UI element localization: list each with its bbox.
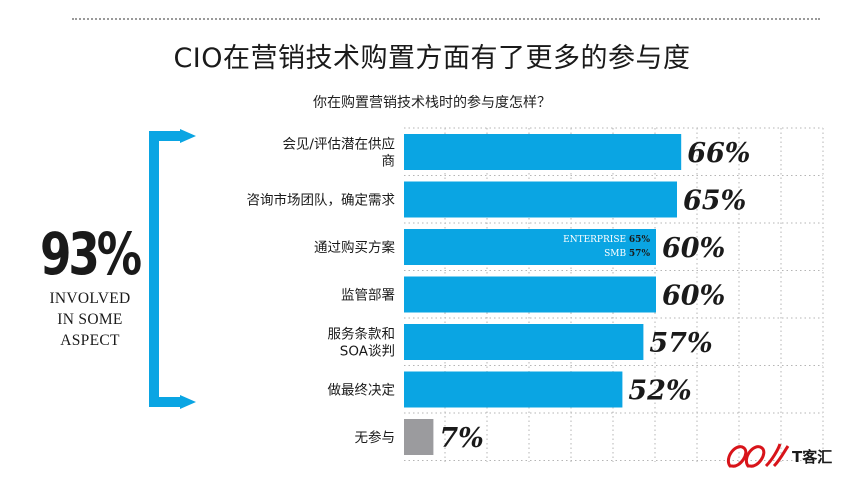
segment-value: 65% — [629, 235, 651, 245]
summary-label: INVOLVED IN SOME ASPECT — [20, 288, 160, 351]
bar — [404, 419, 434, 455]
chart-title: CIO在营销技术购置方面有了更多的参与度 — [173, 43, 691, 74]
category-label: 监管部署 — [341, 288, 395, 304]
category-label: 咨询市场团队，确定需求 — [247, 192, 396, 209]
brand-logo-text: T客汇 — [792, 448, 833, 466]
category-label: 无参与 — [355, 429, 396, 446]
segment-name: ENTERPRISE — [563, 235, 629, 245]
bar — [404, 181, 677, 218]
summary-label-line: INVOLVED — [49, 290, 131, 307]
bracket-arrow-icon — [180, 395, 196, 409]
bar — [404, 229, 656, 265]
value-label: 7% — [439, 423, 483, 454]
value-label: 65% — [683, 186, 746, 217]
value-label: 57% — [649, 328, 712, 359]
value-label: 66% — [687, 138, 750, 169]
top-dotted-rule — [72, 18, 820, 20]
summary-label-line: ASPECT — [60, 332, 120, 349]
bar — [404, 371, 623, 408]
value-label: 52% — [628, 376, 691, 407]
segment-annotation: ENTERPRISE 65% — [563, 235, 650, 245]
value-label: 60% — [662, 233, 725, 264]
category-label: 服务条款和 — [328, 326, 396, 343]
bar — [404, 276, 656, 313]
category-label: 会见/评估潜在供应 — [282, 136, 395, 153]
bar — [404, 324, 644, 360]
bracket-group — [149, 129, 196, 409]
summary-label-line: IN SOME — [57, 311, 123, 328]
chart-subtitle: 你在购置营销技术栈时的参与度怎样？ — [313, 95, 551, 111]
segment-annotation: SMB 57% — [604, 249, 650, 259]
bracket-arrow-icon — [180, 129, 196, 143]
category-label: SOA谈判 — [340, 344, 395, 360]
bar — [404, 134, 682, 170]
bracket-line — [149, 131, 182, 407]
segment-name: SMB — [604, 249, 629, 259]
brand-logo-icon — [727, 443, 790, 468]
category-label: 通过购买方案 — [314, 239, 395, 256]
segment-value: 57% — [629, 249, 651, 259]
category-label: 做最终决定 — [328, 383, 396, 399]
value-label: 60% — [662, 281, 725, 312]
category-label: 商 — [382, 154, 396, 170]
